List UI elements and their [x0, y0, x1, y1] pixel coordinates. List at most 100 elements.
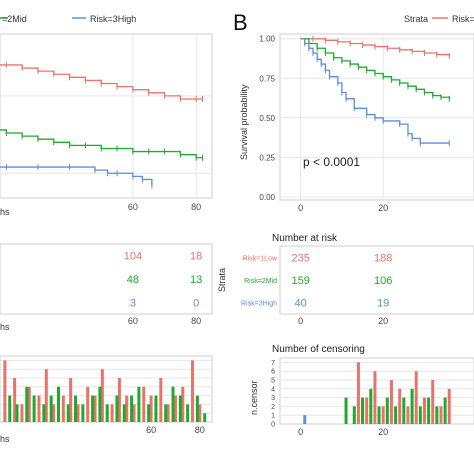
a-cens-bar-mid-12	[105, 404, 109, 422]
b-cens-ytick-4: 4	[271, 386, 275, 393]
b-cens-bar-low-1	[365, 397, 369, 424]
a-surv-xtick-0: 60	[128, 202, 138, 212]
a-cens-bar-mid-24	[203, 413, 207, 422]
b-risk-xtick-0: 0	[298, 316, 303, 326]
b-surv-ytick-2: 0.50	[259, 114, 275, 123]
panel-a-survival-frame	[0, 33, 213, 199]
b-risk-cell-low-1: 188	[374, 252, 392, 264]
a-cens-bar-mid-1	[15, 404, 19, 422]
a-cens-bar-low-13	[110, 404, 114, 422]
b-cens-bar-mid-6	[394, 406, 398, 424]
a-cens-bar-low-4	[37, 395, 41, 422]
b-cens-ytick-5: 5	[271, 378, 275, 385]
b-cens-bar-low-11	[447, 388, 451, 424]
a-surv-xtick-1: 80	[191, 202, 201, 212]
a-cens-bar-low-24	[198, 404, 202, 422]
a-cens-bar-mid-6	[56, 386, 60, 422]
b-cens-xtick-0: 0	[298, 427, 303, 437]
b-cens-bar-mid-12	[443, 397, 447, 424]
b-cens-bar-mid-2	[361, 397, 365, 424]
panel-b-risk-xticks: 0 20	[298, 316, 388, 326]
panel-a-censoring-plot: 60 80 hs	[0, 355, 213, 444]
panel-b-pvalue: p < 0.0001	[303, 155, 360, 169]
legend-right-low-label: Risk=1	[452, 14, 474, 24]
b-cens-ytick-0: 0	[271, 422, 275, 429]
b-risk-row-label-mid: Risk=2Mid	[244, 278, 277, 285]
panel-a-survival-plot: 60 80 hs	[0, 33, 213, 217]
panel-b-survival-frame	[279, 33, 474, 201]
panel-a-risk-table: 104 18 48 13 3 0 60 80 hs	[0, 243, 213, 332]
a-cens-bar-mid-19	[164, 404, 168, 422]
b-surv-xtick-1: 20	[378, 203, 388, 213]
a-cens-bar-low-21	[173, 395, 177, 422]
a-cens-bar-mid-17	[147, 404, 151, 422]
a-cens-bar-mid-3	[32, 395, 36, 422]
b-risk-cell-high-1: 19	[377, 298, 389, 310]
panel-b-survival-plot: 1.00 0.75 0.50 0.25 0.00 0 20 Survival probab…	[239, 33, 474, 213]
a-cens-bar-mid-16	[137, 386, 141, 422]
b-cens-bar-low-7	[414, 371, 418, 424]
b-cens-xtick-1: 20	[378, 427, 388, 437]
a-cens-bar-low-17	[142, 386, 146, 422]
a-cens-bar-mid-23	[195, 395, 199, 422]
b-cens-bar-mid-11	[435, 406, 439, 424]
a-cens-bar-low-3	[27, 386, 31, 422]
b-risk-xtick-1: 20	[378, 316, 388, 326]
panel-b-survival-ylabel: Survival probability	[239, 84, 249, 160]
a-cens-bar-mid-5	[49, 395, 53, 422]
a-cens-bar-mid-4	[42, 404, 46, 422]
a-surv-line-low	[0, 64, 203, 100]
b-surv-ytick-3: 0.25	[259, 153, 275, 162]
b-risk-row-label-high: Risk=3High	[241, 301, 277, 308]
panel-b-censoring-ylabel: n.censor	[249, 380, 259, 415]
a-cens-bar-mid-9	[81, 404, 85, 422]
b-cens-bar-low-10	[439, 406, 443, 424]
b-cens-bar-mid-4	[377, 406, 381, 424]
a-cens-bar-mid-11	[98, 386, 102, 422]
panel-a-survival-xticks: 60 80	[128, 202, 201, 212]
a-surv-line-mid	[0, 129, 203, 159]
panel-b-risk-row-labels: Risk=1Low Risk=2Mid Risk=3High	[241, 255, 278, 307]
panel-a-censoring-xlabel: hs	[0, 434, 10, 444]
a-cens-bar-mid-14	[122, 404, 126, 422]
b-cens-bar-mid-5	[385, 397, 389, 424]
a-cens-bar-low-18	[149, 395, 153, 422]
b-surv-line-low	[300, 38, 450, 57]
b-surv-xtick-0: 0	[298, 203, 303, 213]
a-risk-cell-low-1: 18	[190, 251, 202, 263]
b-risk-cell-mid-0: 159	[291, 275, 309, 287]
panel-b-risk-title: Number at risk	[272, 233, 338, 244]
panel-b-risk-cells: 235 188 159 106 40 19	[291, 252, 392, 309]
panel-b-risk-table: Number at risk 235 188 159 106 40 19 Risk=1Lo…	[217, 233, 474, 326]
b-risk-cell-low-0: 235	[291, 252, 309, 264]
b-cens-ytick-7: 7	[271, 360, 275, 367]
b-risk-row-label-low: Risk=1Low	[243, 255, 278, 262]
a-cens-bar-mid-7	[66, 404, 70, 422]
a-cens-bar-mid-22	[186, 404, 190, 422]
a-cens-bar-mid-21	[178, 395, 182, 422]
a-cens-bar-low-7	[61, 395, 65, 422]
panel-a-survival-series	[0, 61, 204, 189]
a-cens-bar-low-5	[44, 369, 48, 422]
a-risk-xtick-0: 60	[128, 316, 138, 326]
b-cens-ytick-3: 3	[271, 395, 275, 402]
b-risk-cell-mid-1: 106	[374, 275, 392, 287]
b-surv-ytick-0: 1.00	[259, 35, 275, 44]
b-cens-bar-mid-8	[410, 388, 414, 424]
a-cens-bar-low-22	[181, 386, 185, 422]
a-cens-bar-mid-0	[8, 395, 12, 422]
b-cens-bar-low-6	[406, 406, 410, 424]
a-cens-bar-low-20	[166, 404, 170, 422]
panel-a-censoring-xticks: 60 80	[146, 425, 205, 435]
panel-b-censoring-plot: Number of censoring 0 1 2 3 45 6 7 0 20 n.censo…	[249, 344, 474, 437]
panel-a-risk-cells: 104 18 48 13 3 0	[124, 251, 203, 310]
a-cens-xtick-0: 60	[146, 425, 156, 435]
panel-b-censoring-xticks: 0 20	[298, 427, 388, 437]
a-risk-cell-high-0: 3	[130, 297, 136, 309]
a-cens-bar-mid-8	[74, 395, 78, 422]
panel-b-survival-xticks: 0 20	[298, 203, 388, 213]
b-cens-bar-low-9	[431, 380, 435, 424]
b-cens-bar-mid-1	[352, 406, 356, 424]
a-surv-line-high	[0, 166, 153, 186]
